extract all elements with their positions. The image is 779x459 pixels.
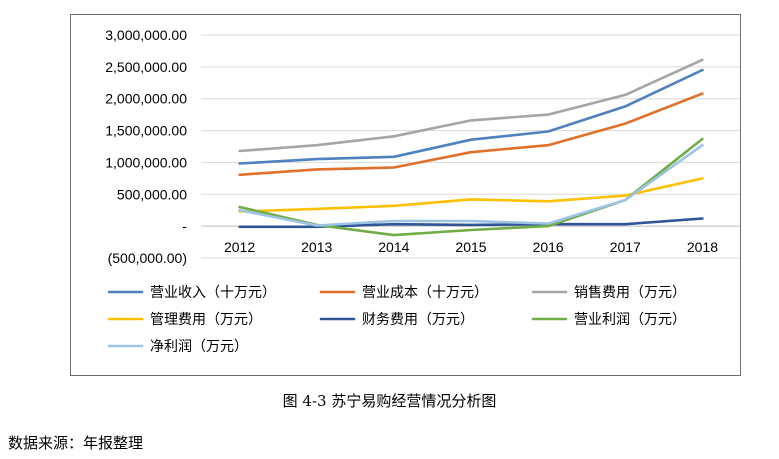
y-tick-label: 2,500,000.00 [105, 59, 187, 75]
y-tick-label: - [182, 218, 187, 234]
legend-label: 净利润（万元） [150, 339, 248, 355]
x-tick-label: 2014 [378, 239, 409, 255]
y-tick-label: 2,000,000.00 [105, 91, 187, 107]
y-tick-label: 1,500,000.00 [105, 123, 187, 139]
chart-frame: (500,000.00) - 500,000.00 1,000,000.00 1,500… [70, 14, 741, 376]
x-axis-ticks: 2012 2013 2014 2015 2016 2017 2018 [224, 239, 718, 255]
x-tick-label: 2016 [533, 239, 564, 255]
x-tick-label: 2015 [455, 239, 486, 255]
y-tick-label: 3,000,000.00 [105, 27, 187, 43]
legend-label: 营业利润（万元） [574, 312, 686, 328]
x-tick-label: 2013 [301, 239, 332, 255]
series-line [238, 58, 704, 153]
series-line [238, 68, 704, 165]
series-line [238, 177, 704, 213]
y-tick-label: 500,000.00 [117, 186, 187, 202]
figure-caption: 图 4-3 苏宁易购经营情况分析图 [282, 392, 497, 410]
data-source-note: 数据来源：年报整理 [8, 434, 144, 452]
line-chart: (500,000.00) - 500,000.00 1,000,000.00 1,500… [105, 27, 740, 355]
x-tick-label: 2018 [687, 239, 718, 255]
legend-label: 销售费用（万元） [574, 285, 686, 301]
x-tick-label: 2012 [224, 239, 255, 255]
legend-label: 营业收入（十万元） [150, 285, 276, 301]
y-tick-label: (500,000.00) [108, 250, 187, 266]
series-lines [238, 58, 704, 237]
series-line [238, 217, 704, 229]
legend-label: 管理费用（万元） [150, 312, 262, 328]
y-tick-label: 1,000,000.00 [105, 154, 187, 170]
legend: 营业收入（十万元） 营业成本（十万元） 销售费用（万元） 管理费用（万元） 财务费用（万… [107, 285, 686, 355]
legend-label: 营业成本（十万元） [362, 285, 488, 301]
series-line [238, 92, 704, 177]
legend-label: 财务费用（万元） [362, 312, 474, 328]
series-line [238, 143, 704, 227]
x-tick-label: 2017 [610, 239, 641, 255]
y-axis-ticks: (500,000.00) - 500,000.00 1,000,000.00 1,500… [105, 27, 187, 266]
